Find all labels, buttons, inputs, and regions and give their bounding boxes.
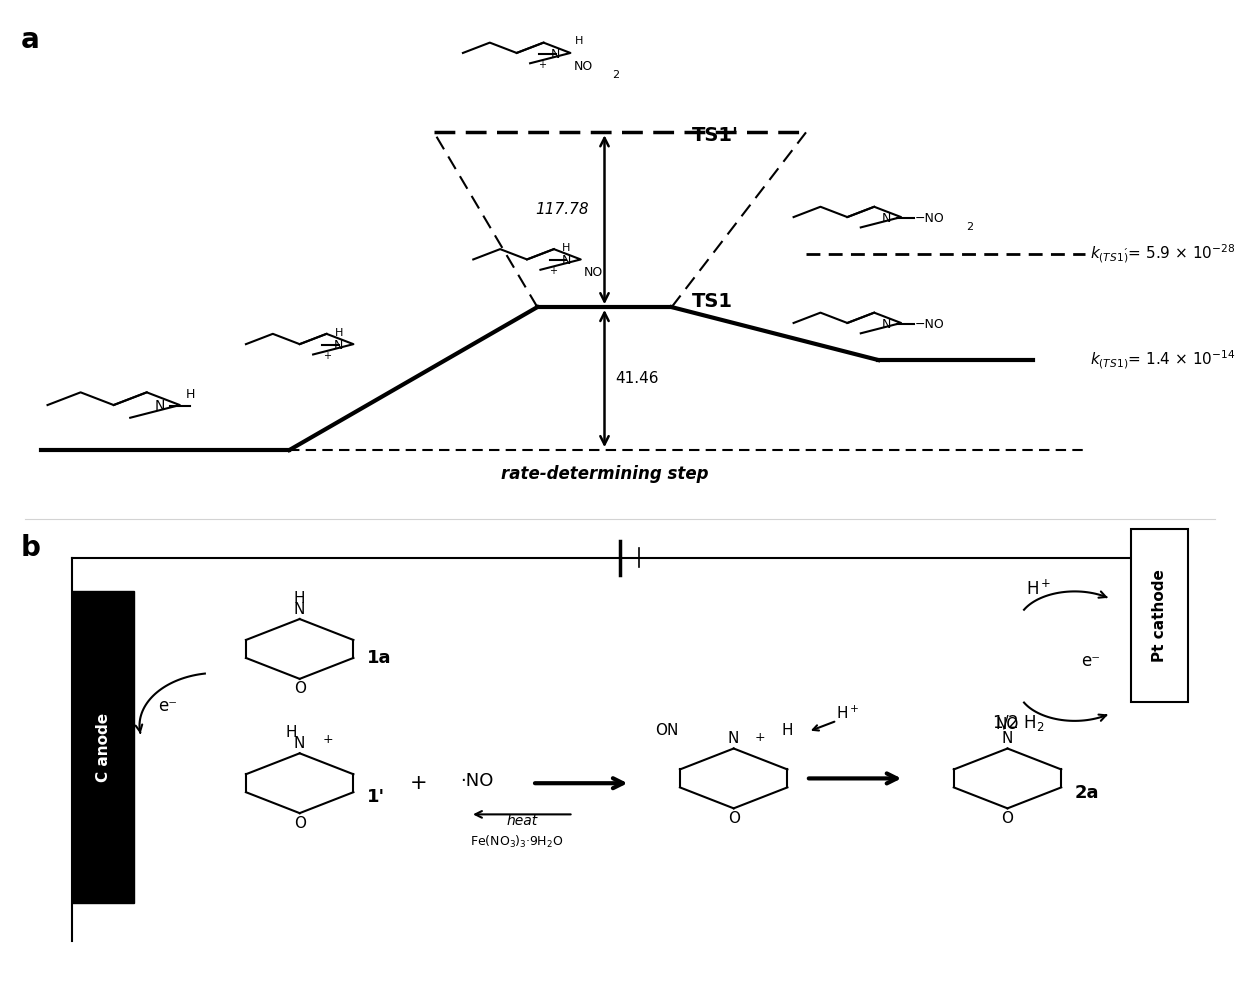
Text: N: N <box>155 400 165 414</box>
Text: e⁻: e⁻ <box>157 697 177 715</box>
Text: +: + <box>538 60 547 70</box>
Text: +: + <box>409 773 428 793</box>
Text: O: O <box>728 811 740 826</box>
Bar <box>72 591 134 903</box>
Text: C anode: C anode <box>95 712 110 782</box>
Text: 117.78: 117.78 <box>536 202 589 217</box>
Text: 1': 1' <box>367 788 384 806</box>
Text: H$^+$: H$^+$ <box>836 705 859 722</box>
Text: N: N <box>1002 731 1013 746</box>
Text: N: N <box>562 254 570 267</box>
Text: H: H <box>781 723 794 738</box>
Text: +: + <box>322 733 334 746</box>
Text: H: H <box>285 725 298 740</box>
Text: +: + <box>322 351 331 361</box>
Text: N: N <box>882 212 892 225</box>
Text: 1a: 1a <box>367 649 392 667</box>
Text: O: O <box>1002 811 1013 826</box>
Text: −NO: −NO <box>914 212 944 225</box>
Text: N: N <box>552 48 560 61</box>
Text: TS1': TS1' <box>692 126 739 145</box>
Text: 2a: 2a <box>1075 783 1099 801</box>
Text: ON: ON <box>655 723 678 738</box>
Text: H: H <box>186 388 195 401</box>
Text: ·NO: ·NO <box>460 772 494 790</box>
Text: +: + <box>549 266 557 276</box>
Text: $k_{(TS1\')}$= 5.9 × 10$^{-28}$: $k_{(TS1\')}$= 5.9 × 10$^{-28}$ <box>1090 243 1235 266</box>
Text: H$^+$: H$^+$ <box>1025 579 1052 598</box>
Text: N: N <box>335 339 343 352</box>
Text: N: N <box>728 731 739 746</box>
Text: −NO: −NO <box>914 318 944 331</box>
Text: b: b <box>21 533 41 561</box>
Text: 2: 2 <box>966 222 973 232</box>
Text: rate-determining step: rate-determining step <box>501 466 708 484</box>
Text: H: H <box>562 243 570 253</box>
Text: O: O <box>294 815 306 830</box>
Text: N: N <box>882 318 892 331</box>
Text: a: a <box>21 27 40 55</box>
Text: H: H <box>294 590 305 605</box>
Text: 41.46: 41.46 <box>615 371 658 386</box>
Text: 1/2 H$_2$: 1/2 H$_2$ <box>992 713 1044 733</box>
Text: NO: NO <box>573 60 593 73</box>
Text: H: H <box>574 36 583 46</box>
Text: $k_{(TS1)}$= 1.4 × 10$^{-14}$: $k_{(TS1)}$= 1.4 × 10$^{-14}$ <box>1090 349 1235 372</box>
Text: 2: 2 <box>611 70 619 80</box>
Text: e⁻: e⁻ <box>1081 652 1100 670</box>
Text: NO: NO <box>996 716 1019 731</box>
Text: N: N <box>294 736 305 751</box>
Text: Pt cathode: Pt cathode <box>1152 569 1167 661</box>
Text: TS1: TS1 <box>692 293 733 312</box>
Bar <box>1131 529 1188 701</box>
Text: O: O <box>294 681 306 696</box>
Text: N: N <box>294 601 305 616</box>
Text: Fe(NO$_3$)$_3$·9H$_2$O: Fe(NO$_3$)$_3$·9H$_2$O <box>470 833 563 850</box>
Text: +: + <box>754 731 765 744</box>
Text: heat: heat <box>506 814 537 828</box>
Text: H: H <box>335 328 343 338</box>
Text: NO: NO <box>584 266 603 279</box>
